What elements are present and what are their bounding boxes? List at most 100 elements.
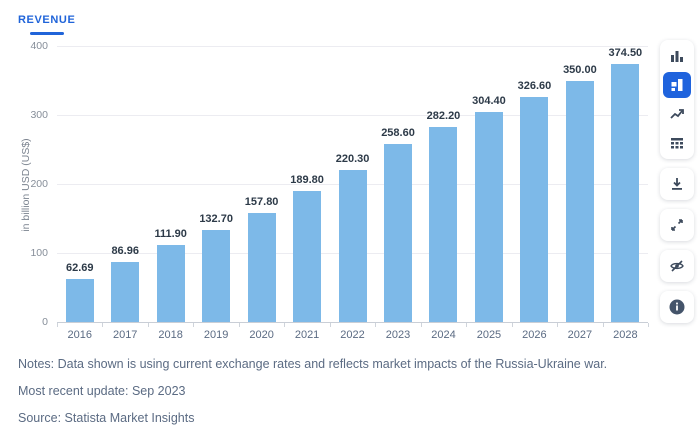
download-button[interactable] — [663, 171, 691, 197]
chart-toolbar — [659, 40, 695, 323]
bar-column: 326.60 — [512, 46, 557, 322]
bar[interactable] — [520, 96, 549, 322]
chart-type-bar-button[interactable] — [663, 72, 691, 98]
x-axis-tick — [602, 323, 604, 327]
bar-column: 220.30 — [330, 46, 375, 322]
bar[interactable] — [247, 213, 276, 322]
y-tick-label: 400 — [30, 40, 48, 52]
x-axis-tick — [466, 323, 468, 327]
download-card — [660, 168, 694, 200]
bar-value-label: 350.00 — [563, 63, 597, 76]
bar[interactable] — [111, 262, 140, 322]
eye-off-icon — [669, 258, 685, 274]
x-tick-label: 2021 — [294, 329, 320, 341]
chart-type-card — [660, 40, 694, 159]
tab-active-underline — [29, 32, 64, 35]
download-icon — [669, 176, 685, 192]
update-line: Most recent update: Sep 2023 — [18, 384, 186, 398]
y-tick-label: 100 — [30, 247, 48, 259]
chart-type-line-button[interactable] — [663, 101, 691, 127]
bar[interactable] — [65, 278, 94, 322]
bar-column: 111.90 — [148, 46, 193, 322]
x-tick-label: 2020 — [249, 329, 274, 341]
bar[interactable] — [156, 244, 185, 322]
x-axis-tick — [147, 323, 149, 327]
column-chart-icon — [669, 48, 685, 64]
x-axis-labels: 2016 2017 2018 2019 2020 2021 2022 2023 2024 2025… — [57, 329, 648, 341]
bar-value-label: 62.69 — [65, 261, 94, 274]
bar-column: 374.50 — [603, 46, 648, 322]
x-axis-tick — [57, 323, 58, 327]
plot-area: 62.69 86.96 111.90 132.70 157.80 189.80 220.30… — [57, 46, 648, 323]
notes-section: Notes: Data shown is using current excha… — [0, 351, 700, 432]
info-button[interactable] — [663, 294, 691, 320]
bar-blocks-chart-icon — [669, 77, 685, 93]
y-tick-label: 300 — [30, 109, 48, 121]
x-tick-label: 2025 — [476, 329, 502, 341]
x-axis-tick — [511, 323, 513, 327]
x-tick-label: 2016 — [67, 329, 92, 341]
x-axis-tick — [375, 323, 377, 327]
y-tick-label: 200 — [30, 178, 48, 190]
bar-value-label: 86.96 — [111, 245, 139, 257]
bar-value-label: 220.30 — [335, 153, 370, 165]
bar-value-label: 157.80 — [244, 196, 279, 209]
bar-value-label: 282.20 — [426, 110, 461, 123]
x-tick-label: 2022 — [340, 329, 365, 341]
bar-column: 282.20 — [421, 46, 466, 322]
bar-column: 350.00 — [557, 46, 602, 322]
x-tick-label: 2027 — [567, 329, 593, 341]
x-axis-tick — [648, 323, 649, 327]
tab-revenue-label: REVENUE — [18, 14, 76, 26]
bar-value-label: 258.60 — [381, 126, 415, 139]
tab-bar: REVENUE — [18, 10, 75, 35]
notes-line: Notes: Data shown is using current excha… — [18, 357, 608, 371]
bar-value-label: 189.80 — [290, 174, 324, 187]
bar-column: 86.96 — [102, 46, 147, 322]
x-axis-tick — [557, 323, 559, 327]
bar-column: 304.40 — [466, 46, 511, 322]
bar[interactable] — [611, 63, 640, 322]
chart-type-table-button[interactable] — [663, 130, 691, 156]
x-tick-label: 2017 — [112, 329, 138, 341]
bar[interactable] — [384, 143, 413, 322]
tab-revenue[interactable]: REVENUE — [18, 14, 75, 35]
fullscreen-button[interactable] — [663, 212, 691, 238]
x-axis-tick — [329, 323, 331, 327]
bar-columns: 62.69 86.96 111.90 132.70 157.80 189.80 220.30… — [57, 46, 648, 322]
bar-column: 258.60 — [375, 46, 420, 322]
y-tick-label: 0 — [42, 316, 48, 328]
x-axis-tick — [193, 323, 195, 327]
info-card — [660, 291, 694, 323]
x-axis-tick — [420, 323, 422, 327]
fullscreen-card — [660, 209, 694, 241]
bar[interactable] — [429, 127, 458, 322]
x-tick-label: 2018 — [158, 329, 183, 341]
bar-column: 157.80 — [239, 46, 284, 322]
bar[interactable] — [293, 191, 322, 322]
eye-off-button[interactable] — [663, 253, 691, 279]
chart-type-column-button[interactable] — [663, 43, 691, 69]
x-tick-label: 2019 — [203, 329, 229, 341]
fullscreen-icon — [669, 217, 685, 233]
bar[interactable] — [202, 230, 231, 322]
bar-value-label: 374.50 — [608, 46, 643, 59]
line-chart-icon — [669, 106, 685, 122]
bar-column: 189.80 — [284, 46, 329, 322]
table-icon — [669, 135, 685, 151]
bar[interactable] — [565, 80, 594, 322]
x-tick-label: 2023 — [385, 329, 411, 341]
bar[interactable] — [338, 170, 367, 322]
bar-column: 62.69 — [57, 46, 102, 322]
gridline — [57, 115, 648, 116]
x-axis-tick — [102, 323, 104, 327]
bar-value-label: 304.40 — [472, 94, 506, 107]
x-axis-tick — [238, 323, 240, 327]
eye-off-card — [660, 250, 694, 282]
bar-value-label: 111.90 — [154, 227, 187, 240]
x-tick-label: 2024 — [431, 329, 456, 341]
x-tick-label: 2026 — [522, 329, 547, 341]
bar[interactable] — [474, 111, 503, 322]
bar-value-label: 326.60 — [517, 79, 552, 92]
